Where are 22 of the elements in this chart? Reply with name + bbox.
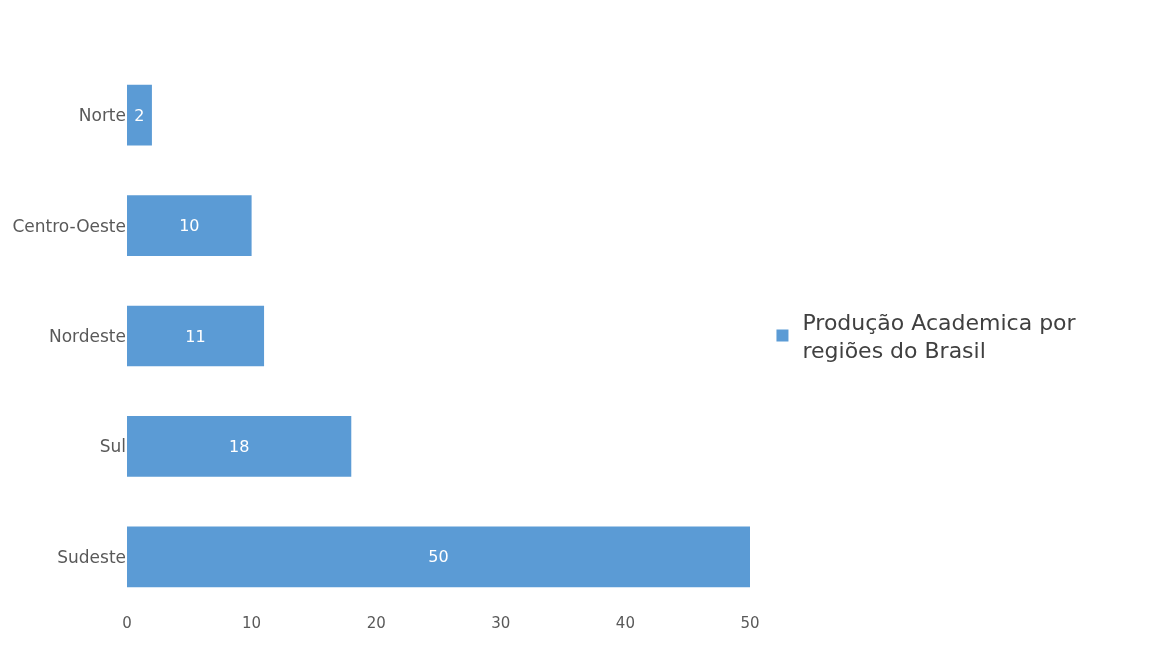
data-label: 11 bbox=[185, 326, 206, 346]
x-tick-label: 10 bbox=[242, 614, 262, 632]
bar bbox=[127, 195, 252, 256]
y-tick-label: Norte bbox=[78, 105, 126, 126]
x-tick-label: 30 bbox=[491, 614, 511, 632]
y-tick-label: Centro-Oeste bbox=[12, 215, 126, 236]
x-tick-label: 0 bbox=[122, 614, 132, 632]
bar bbox=[127, 305, 265, 367]
y-tick-label: Nordeste bbox=[48, 325, 126, 346]
bar bbox=[127, 416, 352, 477]
x-tick-label: 50 bbox=[740, 614, 760, 632]
legend-label: Produção Academica por regiões do Brasil bbox=[802, 309, 1077, 364]
data-label: 10 bbox=[179, 216, 200, 236]
bar bbox=[127, 84, 152, 146]
data-label: 2 bbox=[134, 105, 145, 125]
x-tick-label: 40 bbox=[615, 614, 635, 632]
data-label: 18 bbox=[228, 436, 250, 456]
x-tick-label: 20 bbox=[366, 614, 386, 632]
y-tick-label: Sul bbox=[99, 436, 126, 457]
data-label: 50 bbox=[428, 547, 449, 567]
y-tick-label: Sudeste bbox=[57, 546, 126, 567]
bar bbox=[127, 526, 750, 588]
